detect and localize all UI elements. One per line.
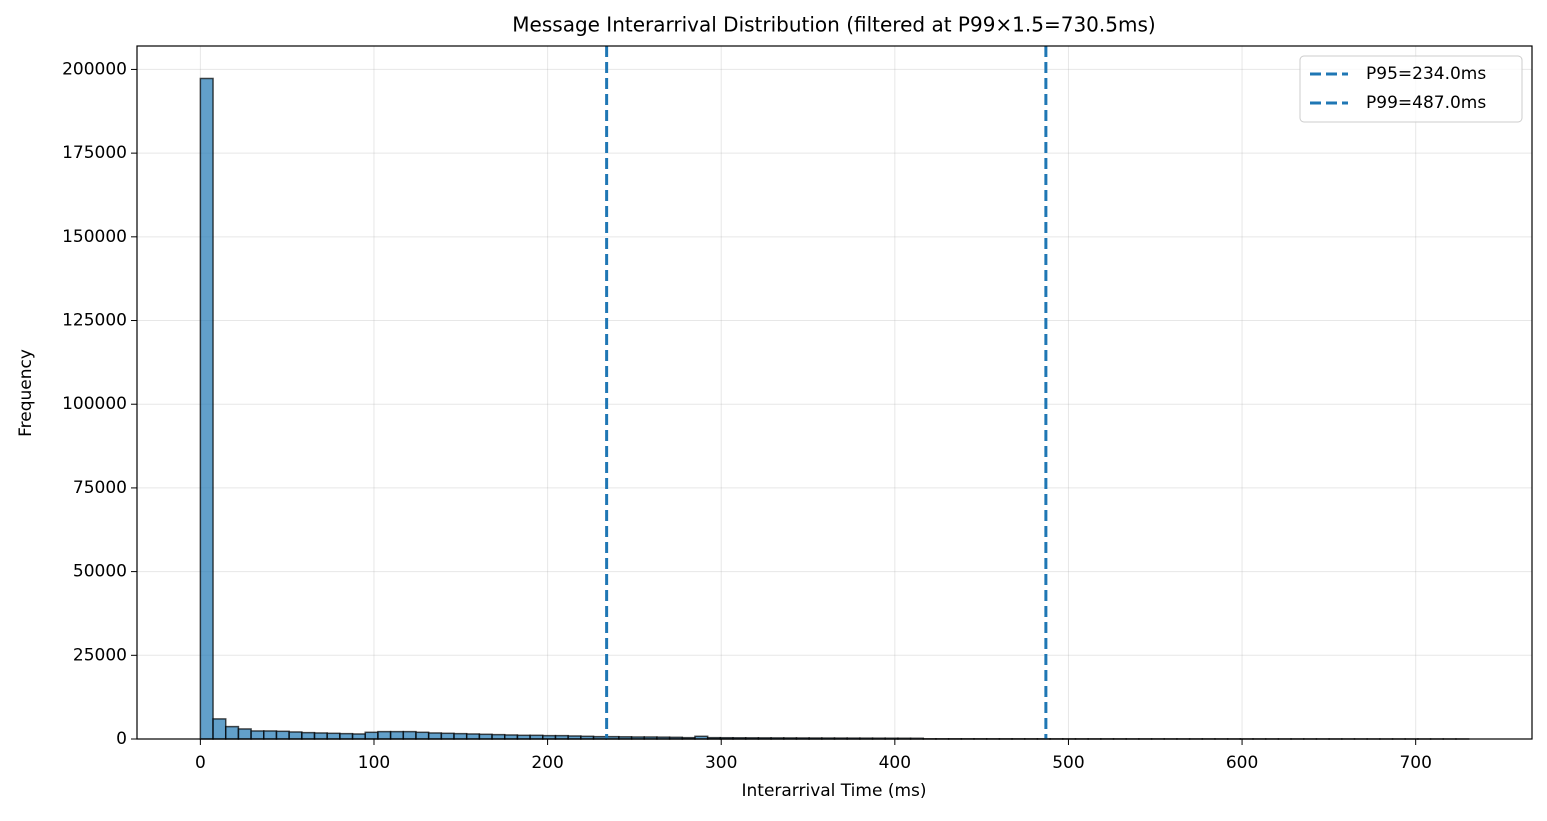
bar: [429, 733, 442, 739]
bar: [391, 732, 404, 739]
bar: [264, 731, 277, 739]
x-tick-label: 0: [195, 753, 206, 773]
bar: [251, 731, 264, 739]
bar: [238, 729, 251, 739]
bar: [315, 733, 328, 739]
y-tick-label: 150000: [62, 227, 127, 247]
x-tick-label: 600: [1226, 753, 1258, 773]
x-tick-label: 400: [879, 753, 911, 773]
x-axis-label: Interarrival Time (ms): [741, 781, 926, 801]
y-tick-label: 200000: [62, 59, 127, 79]
bar: [327, 733, 340, 739]
x-tick-label: 300: [705, 753, 737, 773]
bar: [340, 734, 353, 739]
y-tick-label: 75000: [73, 478, 127, 498]
bar: [365, 732, 378, 739]
y-tick-label: 100000: [62, 394, 127, 414]
bar: [353, 734, 366, 739]
bar: [378, 732, 391, 739]
plot-frame: [137, 46, 1532, 739]
bar: [441, 733, 454, 739]
bar: [505, 735, 518, 739]
x-tick-label: 700: [1399, 753, 1431, 773]
bar: [403, 732, 416, 739]
y-tick-label: 125000: [62, 311, 127, 331]
x-tick-label: 100: [358, 753, 390, 773]
legend-label: P99=487.0ms: [1366, 93, 1486, 113]
bar: [416, 732, 429, 739]
y-tick-label: 25000: [73, 645, 127, 665]
bar: [492, 735, 505, 739]
bar: [200, 78, 213, 739]
y-tick-label: 50000: [73, 562, 127, 582]
y-tick-label: 0: [116, 729, 127, 749]
y-axis-label: Frequency: [16, 349, 36, 437]
chart-title: Message Interarrival Distribution (filte…: [512, 13, 1155, 37]
x-tick-label: 500: [1052, 753, 1084, 773]
bar: [467, 734, 480, 739]
bar: [213, 719, 226, 739]
legend-label: P95=234.0ms: [1366, 64, 1486, 84]
bar: [289, 732, 302, 739]
y-tick-label: 175000: [62, 143, 127, 163]
bar: [226, 727, 239, 739]
bar: [454, 734, 467, 739]
x-tick-label: 200: [531, 753, 563, 773]
bar: [302, 733, 315, 739]
bar: [479, 734, 492, 739]
bar: [276, 731, 289, 739]
